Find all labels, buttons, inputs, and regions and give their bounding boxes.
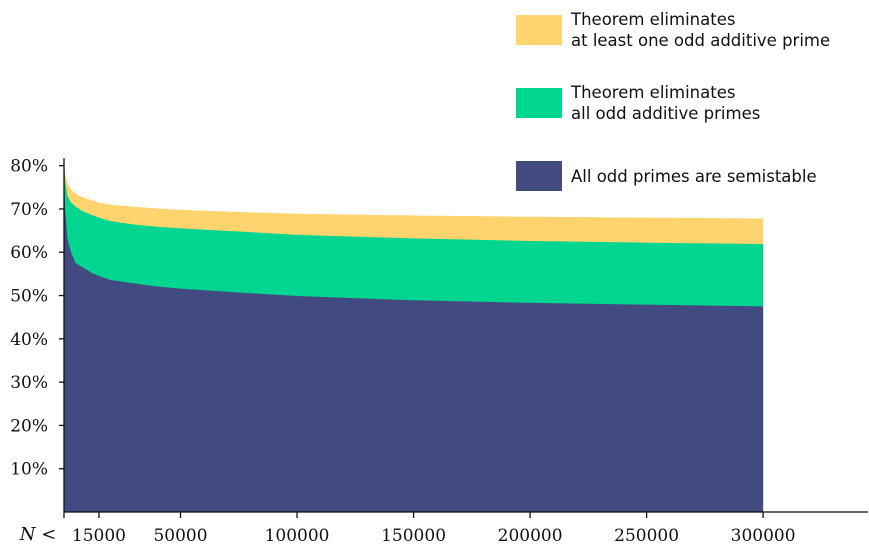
y-tick-label: 50% — [10, 287, 48, 307]
legend-swatch — [516, 88, 562, 118]
y-tick-label: 80% — [10, 157, 48, 177]
y-tick-label: 60% — [10, 243, 48, 263]
legend-label: Theorem eliminates — [570, 10, 735, 29]
legend-label: Theorem eliminates — [570, 83, 735, 102]
x-tick-label: 200000 — [498, 526, 563, 546]
x-tick-label: 100000 — [265, 526, 330, 546]
legend-swatch — [516, 15, 562, 45]
area-at-least-one-eliminated — [64, 161, 764, 512]
legend-label: all odd additive primes — [571, 104, 760, 123]
x-tick-labels: N < 15000 50000 100000 150000 200000 250000 300… — [19, 512, 796, 546]
x-tick-label: 50000 — [153, 526, 207, 546]
x-axis-prefix-label: N < — [19, 524, 57, 545]
x-tick-label: 15000 — [72, 526, 126, 546]
x-tick-label: 250000 — [614, 526, 679, 546]
y-tick-label: 20% — [10, 416, 48, 436]
area-series-group — [64, 157, 764, 512]
legend: Theorem eliminates at least one odd addit… — [516, 10, 830, 191]
x-tick-label: 300000 — [731, 526, 796, 546]
y-tick-label: 70% — [10, 200, 48, 220]
legend-swatch — [516, 161, 562, 191]
axes-group — [63, 158, 868, 513]
x-tick-label: 150000 — [381, 526, 446, 546]
legend-label: at least one odd additive prime — [571, 31, 830, 50]
legend-label: All odd primes are semistable — [571, 167, 817, 186]
y-tick-labels: 10% 20% 30% 40% 50% 60% 70% 80% — [10, 157, 64, 480]
y-tick-label: 30% — [10, 373, 48, 393]
y-tick-label: 40% — [10, 330, 48, 350]
y-tick-label: 10% — [10, 460, 48, 480]
